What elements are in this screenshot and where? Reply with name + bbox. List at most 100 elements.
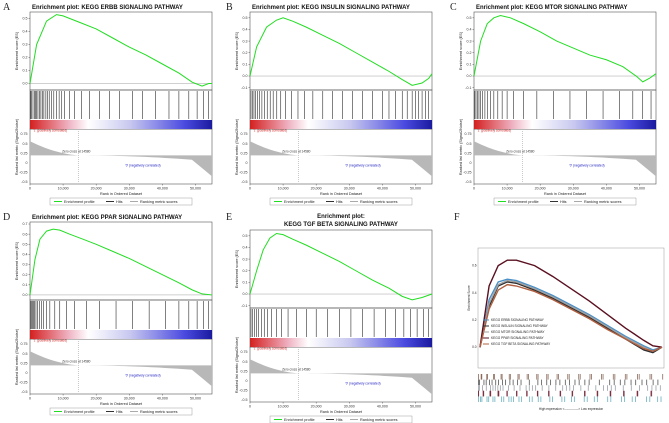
- barcode-hit: [610, 390, 612, 397]
- legend-label: Enrichment profile: [284, 200, 315, 204]
- barcode-hit: [508, 396, 510, 402]
- barcode-hit: [516, 390, 518, 397]
- barcode-hit: [528, 374, 529, 380]
- plot-title: Enrichment plot: KEGG PPAR SIGNALING PAT…: [32, 215, 182, 221]
- es-ytick-label: 0.1: [467, 63, 472, 67]
- barcode-hit: [541, 379, 543, 386]
- es-ytick-label: 0.5: [243, 234, 248, 238]
- barcode-hit: [552, 396, 553, 402]
- enrichment-profile-line: [249, 17, 433, 86]
- xtick-label: 0: [29, 187, 31, 191]
- barcode-hit: [509, 379, 511, 386]
- metric-ytick-label: 0.5: [243, 142, 248, 146]
- ranking-heat-bar: [474, 120, 656, 129]
- metric-ytick-label: -0.5: [21, 180, 27, 184]
- es-ytick-label: 0.4: [243, 28, 248, 32]
- barcode-hit: [660, 396, 662, 402]
- barcode-hit: [652, 379, 654, 386]
- barcode-hit: [637, 374, 638, 380]
- barcode-hit: [647, 385, 649, 391]
- barcode-hit: [537, 374, 539, 380]
- es-ytick-label: 0.3: [243, 257, 248, 261]
- metric-ylabel: Ranked list metric (Signal2Noise): [235, 336, 239, 393]
- es-ytick-label: 0.1: [243, 63, 248, 67]
- barcode-hit: [559, 379, 561, 386]
- barcode-hit: [499, 385, 501, 391]
- legend-label: Hits: [116, 200, 123, 204]
- barcode-hit: [519, 385, 521, 391]
- negative-label: '0' (negatively correlated): [345, 163, 380, 167]
- barcode-hit: [492, 396, 494, 402]
- es-plot-frame: [473, 11, 657, 91]
- barcode-hit: [531, 385, 533, 391]
- barcode-hit: [492, 385, 494, 391]
- barcode-hit: [624, 396, 626, 402]
- es-ytick-label: 0.3: [23, 43, 28, 47]
- barcode-hit: [529, 396, 531, 402]
- barcode-hit: [623, 390, 624, 397]
- xtick-label: 40,000: [157, 397, 168, 401]
- legend-label: Hits: [560, 200, 567, 204]
- barcode-hit: [561, 396, 563, 402]
- barcode-hit: [501, 374, 503, 380]
- metric-ytick-label: 0.5: [23, 352, 28, 356]
- zero-cross-label: Zero cross at 14580: [282, 367, 311, 371]
- es-ytick-label: 0.1: [243, 281, 248, 285]
- es-ytick-label: 0.1: [23, 69, 28, 73]
- barcode-hit: [651, 374, 653, 380]
- x-axis-label: Rank in Ordered Dataset: [544, 192, 587, 196]
- barcode-hit: [609, 379, 611, 386]
- barcode-hit: [572, 390, 574, 397]
- barcode-hit: [578, 379, 580, 386]
- metric-ytick-label: 0.5: [243, 360, 248, 364]
- barcode-hit: [610, 385, 612, 391]
- barcode-hit: [548, 385, 550, 391]
- barcode-hit: [503, 396, 505, 402]
- barcode-hit: [483, 379, 485, 386]
- metric-ytick-label: 0: [470, 161, 472, 165]
- metric-ytick-label: -0.25: [239, 389, 247, 393]
- plot-title: Enrichment plot: KEGG INSULIN SIGNALING …: [252, 5, 410, 11]
- barcode-hit: [613, 379, 615, 386]
- legend-box: [269, 197, 413, 206]
- barcode-hit: [490, 390, 492, 397]
- legend-label: Ranking metric scores: [360, 418, 398, 422]
- legend-label: Ranking metric scores: [140, 410, 178, 414]
- es-plot-frame: [249, 11, 433, 91]
- xtick-label: 40,000: [377, 187, 388, 191]
- es-ytick-label: -0.1: [465, 86, 471, 90]
- barcode-hit: [612, 374, 614, 380]
- barcode-hit: [567, 374, 569, 380]
- es-ytick-label: 0.4: [467, 28, 472, 32]
- ranking-metric-area: [30, 135, 212, 177]
- barcode-hit: [494, 385, 496, 391]
- xtick-label: 50,000: [410, 405, 421, 409]
- barcode-hit: [516, 390, 517, 397]
- ranking-heat-bar: [250, 120, 432, 129]
- xtick-label: 40,000: [601, 187, 612, 191]
- xtick-label: 50,000: [410, 187, 421, 191]
- barcode-hit: [569, 385, 571, 391]
- barcode-hit: [548, 390, 550, 397]
- barcode-hit: [635, 396, 636, 402]
- barcode-hit: [478, 385, 479, 391]
- xtick-label: 10,000: [58, 187, 69, 191]
- barcode-hit: [596, 390, 598, 397]
- barcode-hit: [556, 374, 558, 380]
- xtick-label: 20,000: [91, 397, 102, 401]
- ranking-heat-bar: [30, 330, 212, 339]
- barcode-hit: [637, 390, 639, 397]
- es-ytick-label: 0.1: [23, 283, 28, 287]
- xtick-label: 30,000: [344, 405, 355, 409]
- f-ytick-label: 0.4: [472, 291, 477, 295]
- metric-ytick-label: 0: [26, 371, 28, 375]
- es-ytick-label: 0.0: [243, 292, 248, 296]
- barcode-hit: [560, 390, 562, 397]
- barcode-hit: [487, 374, 488, 380]
- metric-ytick-label: -0.5: [241, 398, 247, 402]
- es-ytick-label: 0.0: [467, 74, 472, 78]
- zero-cross-label: Zero cross at 14580: [282, 149, 311, 153]
- barcode-hit: [482, 385, 483, 391]
- metric-ytick-label: 0: [246, 161, 248, 165]
